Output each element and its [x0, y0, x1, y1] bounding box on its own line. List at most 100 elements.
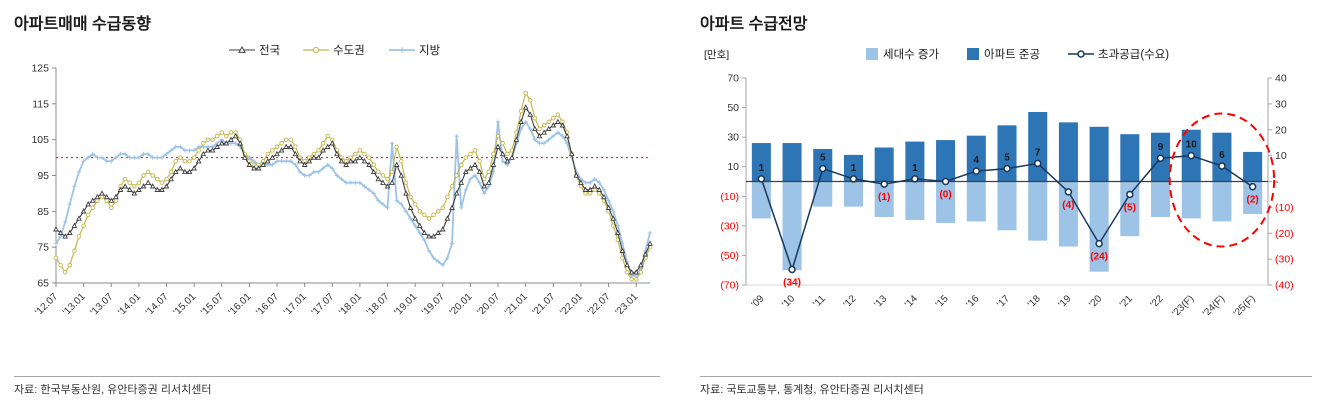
line-data-label: 1 [851, 163, 857, 174]
line-data-label: 7 [1035, 147, 1041, 158]
bar-up [874, 147, 894, 182]
legend-item-2: 초과공급(수요) [1068, 48, 1169, 61]
bar-down [782, 181, 802, 271]
right-tick-label: 10 [1275, 150, 1287, 162]
x-tick-label: '14.07 [144, 291, 171, 318]
left-tick-label: 10 [727, 161, 739, 173]
line-chart-canvas: 12511510595857565'12.07'13.01'13.07'14.0… [31, 44, 653, 318]
series-line [55, 92, 651, 280]
line-data-label: 5 [820, 153, 826, 164]
bars-apartment-completion [751, 112, 1263, 182]
series-1 [53, 90, 653, 282]
x-tick-label: '11 [811, 293, 828, 310]
x-tick-label: '16 [964, 293, 981, 310]
x-tick-label: '24(F) [1201, 293, 1227, 319]
left-tick-label: 70 [727, 73, 739, 85]
legend-circle-marker-icon [312, 46, 320, 54]
series-line [55, 120, 651, 277]
left-tick-label: (10) [720, 191, 739, 203]
combo-chart-wrap: 70 50 30 10 (10) (30) (50) (70) 40 30 20 10 - (10) (20… [700, 38, 1312, 345]
line-data-label: 10 [1186, 140, 1198, 151]
chart-title-sales-index: 아파트매매 수급동향 [14, 16, 151, 33]
right-tick-label: (40) [1275, 280, 1294, 292]
source-note-left: 자료: 한국부동산원, 유안타증권 리서치센터 [14, 384, 212, 396]
x-tick-label: '15.01 [171, 291, 198, 318]
bar-up [905, 141, 925, 182]
forecast-highlight-ellipse [1168, 112, 1276, 248]
panel-divider-left [14, 376, 660, 377]
x-tick-label: '20.07 [475, 291, 502, 318]
line-marker [1095, 239, 1103, 248]
x-tick-label: '13 [872, 293, 889, 310]
legend-swatch-icon [866, 48, 878, 60]
left-axis-ticks: 70 50 30 10 (10) (30) (50) (70) [720, 73, 746, 292]
line-marker [819, 164, 827, 173]
x-tick-label: '16.07 [254, 291, 281, 318]
x-tick-label: '20 [1087, 293, 1104, 310]
right-tick-label: (10) [1275, 202, 1294, 214]
line-data-labels: 1 (34) 5 1 (1) 1 (0) 4 5 7 (4) (24) (5) 9 10 6 (2) [759, 140, 1259, 289]
legend-label: 세대수 증가 [883, 48, 940, 61]
bar-down [966, 181, 986, 222]
bar-down [1151, 181, 1171, 217]
line-marker [972, 167, 981, 175]
x-tick-label: '23(F) [1170, 293, 1196, 319]
y-tick-label: 125 [31, 63, 49, 75]
x-tick-label: '19 [1057, 293, 1074, 310]
x-tick-label: '23.01 [613, 291, 640, 318]
x-tick-label: '13.01 [61, 291, 88, 318]
legend-label: 수도권 [333, 44, 365, 57]
bar-up [1058, 122, 1078, 182]
bar-down [997, 181, 1017, 231]
line-marker [1187, 151, 1195, 160]
legend-item-1: 아파트 준공 [967, 48, 1040, 61]
series-2 [53, 119, 653, 278]
x-tick-label: '15.07 [199, 291, 226, 318]
x-tick-label: '22.07 [586, 291, 613, 318]
legend: 세대수 증가 아파트 준공 초과공급(수요) [866, 48, 1169, 61]
line-marker [1064, 188, 1073, 196]
line-chart-wrap: 125 115 105 95 85 75 65'12.07'13.01'13.07'14.0… [14, 38, 660, 345]
x-tick-label: '15 [934, 293, 951, 310]
left-tick-label: (70) [720, 280, 739, 292]
legend-triangle-marker-icon [238, 45, 246, 53]
line-data-label: (2) [1247, 195, 1259, 206]
x-tick-label: '21.07 [531, 291, 558, 318]
line-marker [788, 265, 796, 274]
y-tick-label: 65 [37, 278, 49, 290]
bar-down [1181, 181, 1201, 219]
axis-unit-label: [만호] [704, 49, 729, 61]
line-data-label: (1) [878, 192, 890, 203]
line-marker [757, 175, 766, 183]
x-tick-label: '19.01 [392, 291, 419, 318]
series-line [55, 106, 651, 273]
line-marker [1156, 154, 1165, 162]
circle-markers [53, 90, 653, 282]
right-tick-label: - [1275, 176, 1279, 188]
y-tick-label: 95 [37, 170, 49, 182]
line-marker [941, 177, 950, 186]
x-axis-ticks: '12.07'13.01'13.07'14.01'14.07'15.01'15.… [33, 283, 641, 318]
bar-up [1089, 126, 1109, 182]
line-data-label: (4) [1062, 200, 1074, 211]
y-tick-label: 105 [31, 134, 49, 146]
line-marker [911, 175, 919, 183]
x-tick-label: '09 [749, 293, 766, 310]
x-tick-label: '20.01 [448, 291, 475, 318]
legend-label: 초과공급(수요) [1098, 48, 1169, 61]
bar-down [1243, 181, 1263, 215]
line-marker [1003, 164, 1011, 173]
y-axis-ticks: 125 115 105 95 85 75 65 [31, 63, 56, 290]
bar-down [905, 181, 925, 220]
line-data-label: (24) [1090, 252, 1108, 263]
legend-label: 전국 [259, 44, 280, 57]
bar-down [1028, 181, 1048, 241]
bar-up [751, 143, 771, 182]
line-data-label: (5) [1124, 202, 1136, 213]
line-data-label: 1 [912, 163, 918, 174]
legend-item-2: 지방 [389, 44, 441, 57]
right-tick-label: (20) [1275, 228, 1294, 240]
series-0 [53, 104, 653, 275]
chart-title-supply-outlook: 아파트 수급전망 [700, 16, 808, 33]
line-data-label: (0) [939, 190, 951, 201]
